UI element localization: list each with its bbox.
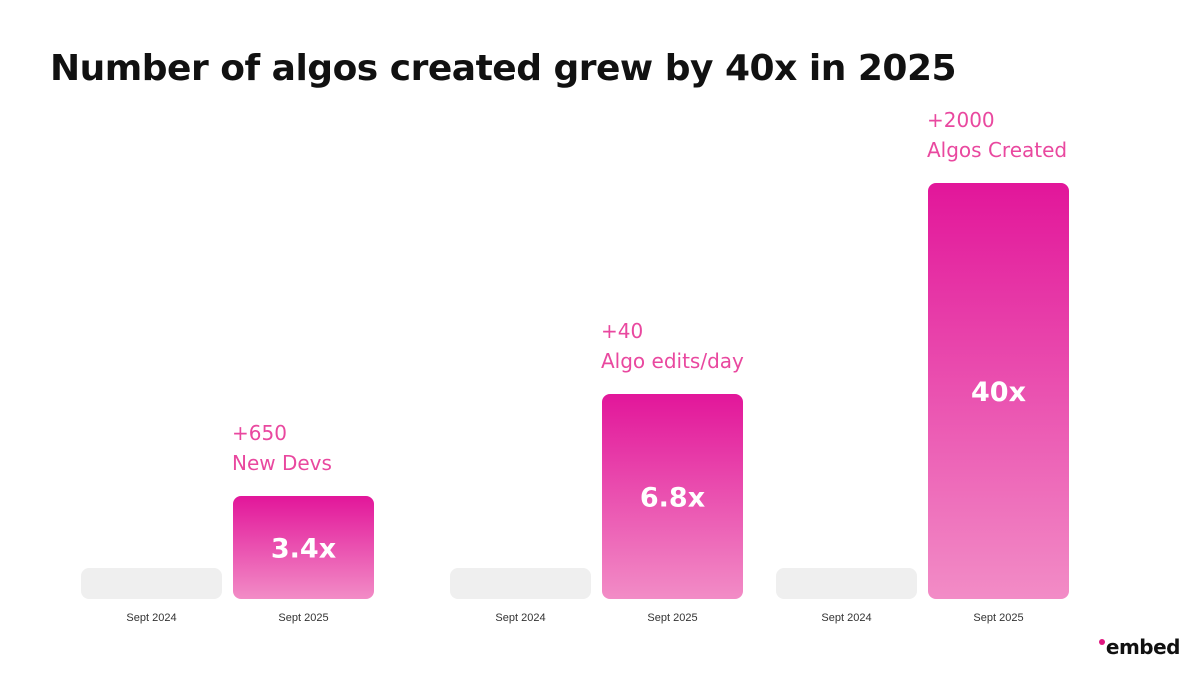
baseline-bar [81, 568, 222, 599]
bar-value-label: 40x [971, 377, 1026, 408]
growth-bar [928, 183, 1069, 599]
logo-dot-icon [1098, 639, 1105, 645]
x-tick-label: Sept 2024 [821, 612, 871, 624]
bar-value-label: 3.4x [271, 534, 336, 565]
baseline-bar [450, 568, 591, 599]
annotation-label: New Devs [232, 451, 332, 475]
x-tick-label: Sept 2025 [647, 612, 697, 624]
x-tick-label: Sept 2024 [495, 612, 545, 624]
logo-text: embed [1105, 635, 1181, 659]
chart-title: Number of algos created grew by 40x in 2… [50, 48, 957, 89]
x-tick-label: Sept 2024 [126, 612, 176, 624]
annotation-label: Algo edits/day [601, 349, 744, 373]
annotation-label: Algos Created [927, 138, 1067, 162]
baseline-bar [776, 568, 917, 599]
growth-bar [233, 496, 374, 599]
x-tick-label: Sept 2025 [973, 612, 1023, 624]
annotation-value: +40 [601, 319, 643, 343]
annotation-value: +2000 [927, 108, 995, 132]
growth-bar [602, 394, 743, 599]
x-tick-label: Sept 2025 [278, 612, 328, 624]
bar-value-label: 6.8x [640, 483, 705, 514]
annotation-value: +650 [232, 421, 287, 445]
embed-logo: embed [1098, 635, 1181, 659]
